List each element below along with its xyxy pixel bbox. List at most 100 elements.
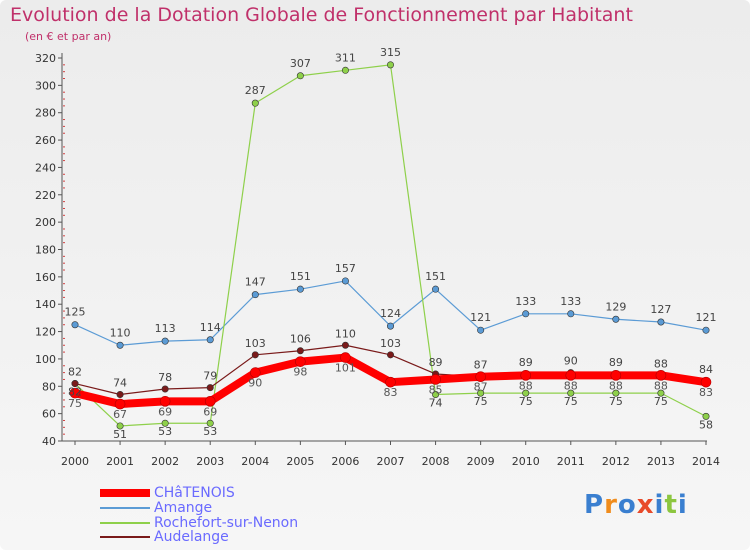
data-point	[206, 336, 214, 344]
x-tick-label: 2006	[331, 455, 359, 468]
data-label: 127	[650, 303, 671, 316]
data-label: 69	[158, 405, 172, 418]
x-tick-label: 2012	[602, 455, 630, 468]
data-label: 110	[110, 326, 131, 339]
data-label: 114	[200, 321, 221, 334]
data-label: 75	[474, 395, 488, 408]
data-label: 69	[203, 405, 217, 418]
logo-letter: P	[584, 490, 605, 520]
y-tick-label: 200	[35, 216, 56, 229]
y-tick-label: 260	[35, 134, 56, 147]
data-label: 75	[609, 395, 623, 408]
data-label: 307	[290, 57, 311, 70]
data-point	[251, 291, 259, 299]
data-label: 79	[203, 370, 217, 383]
data-label: 89	[519, 356, 533, 369]
data-label: 53	[158, 425, 172, 438]
data-point	[567, 389, 575, 397]
data-label: 78	[158, 371, 172, 384]
data-label: 101	[335, 362, 356, 375]
data-label: 106	[290, 333, 311, 346]
data-point	[612, 389, 620, 397]
data-label: 121	[696, 311, 717, 324]
data-label: 98	[293, 366, 307, 379]
data-point	[161, 337, 169, 345]
data-label: 90	[248, 377, 262, 390]
data-label: 88	[609, 379, 623, 392]
data-label: 133	[515, 295, 536, 308]
data-label: 103	[380, 337, 401, 350]
y-tick-label: 180	[35, 244, 56, 257]
legend-swatch-amange	[100, 507, 150, 509]
data-point	[116, 422, 124, 430]
data-label: 87	[474, 381, 488, 394]
logo-letter: o	[617, 490, 637, 520]
data-point	[251, 351, 259, 359]
data-point	[71, 380, 79, 388]
data-point	[114, 398, 126, 410]
data-point	[655, 370, 667, 381]
data-label: 58	[699, 418, 713, 431]
data-point	[522, 310, 530, 318]
data-point	[296, 285, 304, 293]
data-label: 110	[335, 327, 356, 340]
data-point	[612, 315, 620, 323]
data-point	[702, 412, 710, 420]
data-point	[386, 351, 394, 359]
data-point	[340, 352, 351, 363]
data-point	[432, 285, 440, 293]
data-label: 147	[245, 276, 266, 289]
data-label: 74	[113, 376, 127, 389]
x-tick-label: 2005	[286, 455, 314, 468]
data-point	[520, 370, 532, 381]
x-tick-label: 2000	[61, 455, 89, 468]
data-label: 90	[564, 355, 578, 368]
logo-letter: t	[664, 490, 678, 520]
data-point	[295, 356, 306, 367]
y-tick-label: 220	[35, 189, 56, 202]
x-tick-label: 2002	[151, 455, 179, 468]
data-label: 89	[429, 356, 443, 369]
data-point	[522, 389, 530, 397]
data-point	[296, 347, 304, 355]
data-point	[386, 322, 394, 330]
data-label: 75	[564, 395, 578, 408]
x-tick-label: 2011	[557, 455, 585, 468]
logo-letter: i	[677, 490, 688, 520]
y-tick-label: 160	[35, 271, 56, 284]
data-label: 53	[203, 425, 217, 438]
legend-swatch-rochefort	[100, 522, 150, 524]
data-label: 121	[470, 311, 491, 324]
y-tick-label: 300	[35, 79, 56, 92]
logo-letter: x	[636, 490, 655, 520]
data-label: 85	[429, 383, 443, 396]
data-label: 89	[609, 356, 623, 369]
data-point	[565, 370, 577, 381]
data-point	[432, 390, 440, 398]
legend-label-chatenois: CHâTENOIS	[154, 485, 235, 501]
data-point	[657, 318, 665, 326]
data-label: 67	[113, 408, 127, 421]
data-label: 151	[425, 270, 446, 283]
data-point	[702, 326, 710, 334]
data-point	[430, 374, 441, 385]
data-label: 74	[429, 396, 443, 409]
data-label: 83	[384, 386, 398, 399]
legend-swatch-chatenois	[100, 489, 150, 497]
x-tick-label: 2007	[377, 455, 405, 468]
data-label: 133	[560, 295, 581, 308]
data-point	[249, 367, 261, 378]
y-tick-label: 60	[42, 408, 56, 421]
data-point	[69, 387, 81, 399]
data-point	[385, 376, 396, 388]
data-point	[159, 396, 171, 407]
data-label: 113	[155, 322, 176, 335]
data-point	[116, 390, 124, 398]
data-label: 151	[290, 270, 311, 283]
data-label: 125	[65, 306, 86, 319]
data-label: 83	[699, 386, 713, 399]
data-label: 75	[654, 395, 668, 408]
data-point	[700, 376, 712, 388]
